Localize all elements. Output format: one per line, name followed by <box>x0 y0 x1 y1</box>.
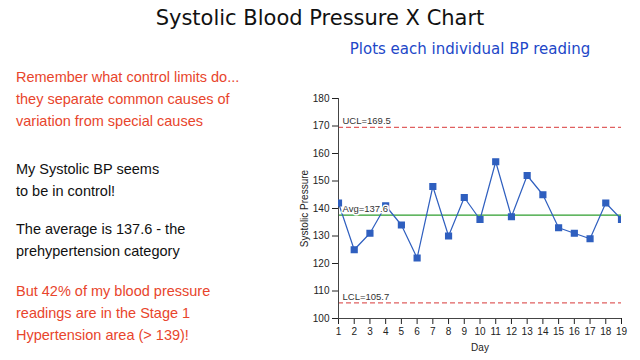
svg-text:11: 11 <box>491 326 502 337</box>
html-text:readings are in the Stage 1: readings are in the Stage 1 <box>16 305 191 321</box>
svg-text:1: 1 <box>336 326 342 337</box>
svg-text:Avg=137.6: Avg=137.6 <box>343 203 389 214</box>
svg-text:15: 15 <box>553 326 565 337</box>
svg-text:13: 13 <box>522 326 534 337</box>
svg-text:6: 6 <box>414 326 420 337</box>
svg-text:8: 8 <box>446 326 452 337</box>
svg-text:2: 2 <box>351 326 357 337</box>
svg-text:17: 17 <box>584 326 596 337</box>
svg-text:100: 100 <box>313 313 330 324</box>
html-text:Hypertension area (> 139)!: Hypertension area (> 139)! <box>16 327 189 343</box>
html-text:to be in control!: to be in control! <box>16 183 116 199</box>
svg-text:19: 19 <box>616 326 628 337</box>
svg-text:110: 110 <box>314 285 330 296</box>
svg-text:Systolic Pressure: Systolic Pressure <box>299 169 310 247</box>
svg-text:18: 18 <box>600 326 612 337</box>
svg-text:12: 12 <box>506 326 518 337</box>
svg-text:16: 16 <box>569 326 581 337</box>
html-text:variation from special causes: variation from special causes <box>16 113 203 129</box>
svg-text:150: 150 <box>313 175 330 186</box>
html-text:The average is 137.6 - the: The average is 137.6 - the <box>16 221 186 237</box>
svg-text:180: 180 <box>313 93 330 104</box>
svg-text:4: 4 <box>383 326 389 337</box>
svg-text:Day: Day <box>471 342 489 353</box>
svg-text:3: 3 <box>367 326 373 337</box>
html-text:But 42% of my blood pressure: But 42% of my blood pressure <box>16 283 211 299</box>
svg-text:10: 10 <box>474 326 486 337</box>
html-text:Plots each individual BP readi: Plots each individual BP reading <box>349 40 591 58</box>
svg-text:9: 9 <box>461 326 467 337</box>
svg-text:7: 7 <box>430 326 436 337</box>
html-text:prehypertension category: prehypertension category <box>16 243 180 259</box>
svg-text:140: 140 <box>313 203 330 214</box>
svg-text:UCL=169.5: UCL=169.5 <box>343 115 391 126</box>
svg-text:160: 160 <box>313 148 330 159</box>
svg-text:120: 120 <box>313 258 330 269</box>
html-text:they separate common causes of: they separate common causes of <box>16 91 230 107</box>
html-text:Remember what control limits d: Remember what control limits do... <box>16 69 240 85</box>
html-text:My Systolic BP seems: My Systolic BP seems <box>16 161 160 177</box>
svg-text:LCL=105.7: LCL=105.7 <box>343 291 390 302</box>
svg-text:130: 130 <box>313 230 330 241</box>
html-text:Systolic Blood Pressure X Char: Systolic Blood Pressure X Chart <box>155 6 485 30</box>
svg-text:5: 5 <box>399 326 405 337</box>
svg-text:170: 170 <box>313 120 330 131</box>
svg-text:14: 14 <box>537 326 549 337</box>
